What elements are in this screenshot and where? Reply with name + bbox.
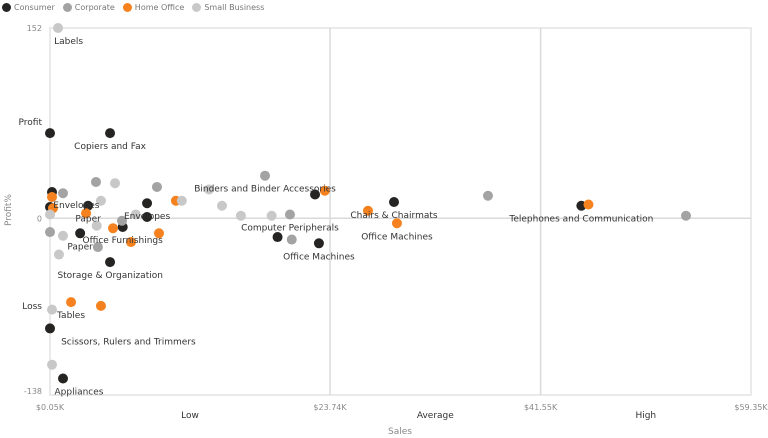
y-tick-label: 152	[27, 24, 42, 33]
data-point-corporate	[90, 176, 101, 187]
data-point-consumer	[142, 198, 153, 209]
data-point-home-office	[319, 185, 330, 196]
data-label: Envelopes	[53, 201, 100, 211]
data-label: Paper	[75, 215, 101, 225]
data-label: Tables	[56, 311, 85, 321]
data-point-corporate	[92, 242, 103, 253]
data-label: Scissors, Rulers and Trimmers	[61, 337, 196, 347]
data-point-small-business	[110, 178, 121, 189]
legend: Consumer Corporate Home Office Small Busine…	[2, 0, 264, 14]
data-point-home-office	[153, 228, 164, 239]
x-band-label: Low	[181, 411, 199, 421]
data-point-consumer	[75, 228, 86, 239]
data-point-small-business	[203, 184, 214, 195]
data-point-small-business	[266, 210, 277, 221]
y-band-label: Loss	[22, 302, 42, 312]
data-points	[45, 23, 691, 384]
data-point-corporate	[286, 234, 297, 245]
data-point-corporate	[45, 227, 55, 238]
data-point-corporate	[680, 210, 691, 221]
data-point-home-office	[362, 205, 373, 216]
data-point-small-business	[130, 209, 141, 220]
point-labels: Copiers and Fax Envelopes Paper Envelopes Pa…	[53, 37, 653, 397]
data-label: Chairs & Chairmats	[350, 211, 437, 221]
data-point-small-business	[235, 210, 246, 221]
data-point-small-business	[176, 195, 187, 206]
data-point-corporate	[482, 190, 493, 201]
x-tick-label: $41.55K	[524, 403, 558, 412]
data-point-home-office	[66, 297, 77, 308]
data-point-home-office	[391, 218, 402, 229]
legend-item[interactable]: Small Business	[192, 2, 265, 12]
data-point-corporate	[151, 181, 162, 192]
data-point-consumer	[313, 238, 324, 249]
data-point-small-business	[216, 200, 227, 211]
legend-marker-icon	[62, 2, 72, 12]
data-label: Copiers and Fax	[74, 142, 146, 152]
data-point-consumer	[105, 128, 116, 139]
data-label: Office Furnishings	[83, 236, 164, 246]
x-tick-label: $0.05K	[36, 403, 65, 412]
data-point-corporate	[58, 188, 69, 199]
data-label: Envelopes	[124, 212, 171, 222]
x-tick-label: $59.35K	[734, 403, 768, 412]
x-tick-label: $23.74K	[313, 403, 347, 412]
data-label: Office Machines	[283, 252, 355, 262]
data-point-consumer	[105, 257, 116, 268]
data-label: Computer Peripherals	[241, 224, 339, 234]
data-point-consumer	[58, 373, 69, 384]
x-band-label: Average	[417, 411, 454, 421]
data-point-consumer	[388, 196, 399, 207]
data-point-home-office	[81, 208, 92, 219]
data-point-small-business	[45, 209, 55, 220]
data-point-small-business	[53, 23, 64, 33]
legend-item[interactable]: Home Office	[122, 2, 185, 12]
data-label: Binders and Binder Accessories	[194, 185, 336, 195]
y-band-label: Profit	[19, 118, 43, 128]
data-point-small-business	[95, 195, 106, 206]
data-label: Office Machines	[361, 232, 433, 242]
legend-item[interactable]: Consumer	[2, 2, 55, 12]
data-label: Appliances	[55, 387, 104, 397]
data-point-home-office	[47, 191, 58, 202]
legend-marker-icon	[192, 2, 202, 12]
axis-ticks: $0.05K $23.74K $41.55K $59.35K 152 0 -138 Low Av…	[19, 24, 768, 421]
data-point-home-office	[108, 223, 119, 234]
data-point-consumer	[310, 189, 321, 200]
data-label: Telephones and Communication	[508, 215, 653, 225]
data-point-consumer	[83, 200, 94, 211]
data-point-consumer	[272, 232, 283, 243]
data-point-small-business	[47, 359, 58, 370]
legend-label: Small Business	[204, 2, 265, 12]
data-label: Storage & Organization	[57, 271, 163, 281]
legend-item[interactable]: Corporate	[62, 2, 115, 12]
data-point-corporate	[284, 209, 295, 220]
legend-label: Home Office	[134, 2, 185, 12]
legend-label: Consumer	[14, 2, 55, 12]
data-point-consumer	[45, 323, 55, 334]
legend-label: Corporate	[74, 2, 115, 12]
data-point-small-business	[58, 230, 69, 241]
data-point-small-business	[53, 249, 64, 260]
legend-marker-icon	[2, 2, 11, 12]
data-point-home-office	[95, 300, 106, 311]
y-axis-title: Profit%	[4, 194, 14, 226]
data-point-consumer	[45, 128, 55, 139]
data-label: Paper	[67, 242, 93, 252]
x-band-label: High	[635, 411, 656, 421]
x-axis-title: Sales	[388, 427, 412, 437]
data-label: Labels	[54, 37, 83, 47]
data-point-home-office	[125, 237, 136, 248]
data-point-small-business	[91, 220, 102, 231]
y-tick-label: 0	[37, 214, 42, 223]
data-point-corporate	[260, 170, 271, 181]
legend-marker-icon	[122, 2, 132, 12]
data-point-corporate	[116, 215, 127, 226]
data-point-consumer	[142, 212, 153, 223]
data-point-home-office	[583, 199, 594, 210]
data-point-small-business	[47, 304, 58, 315]
y-tick-label: -138	[24, 387, 42, 396]
